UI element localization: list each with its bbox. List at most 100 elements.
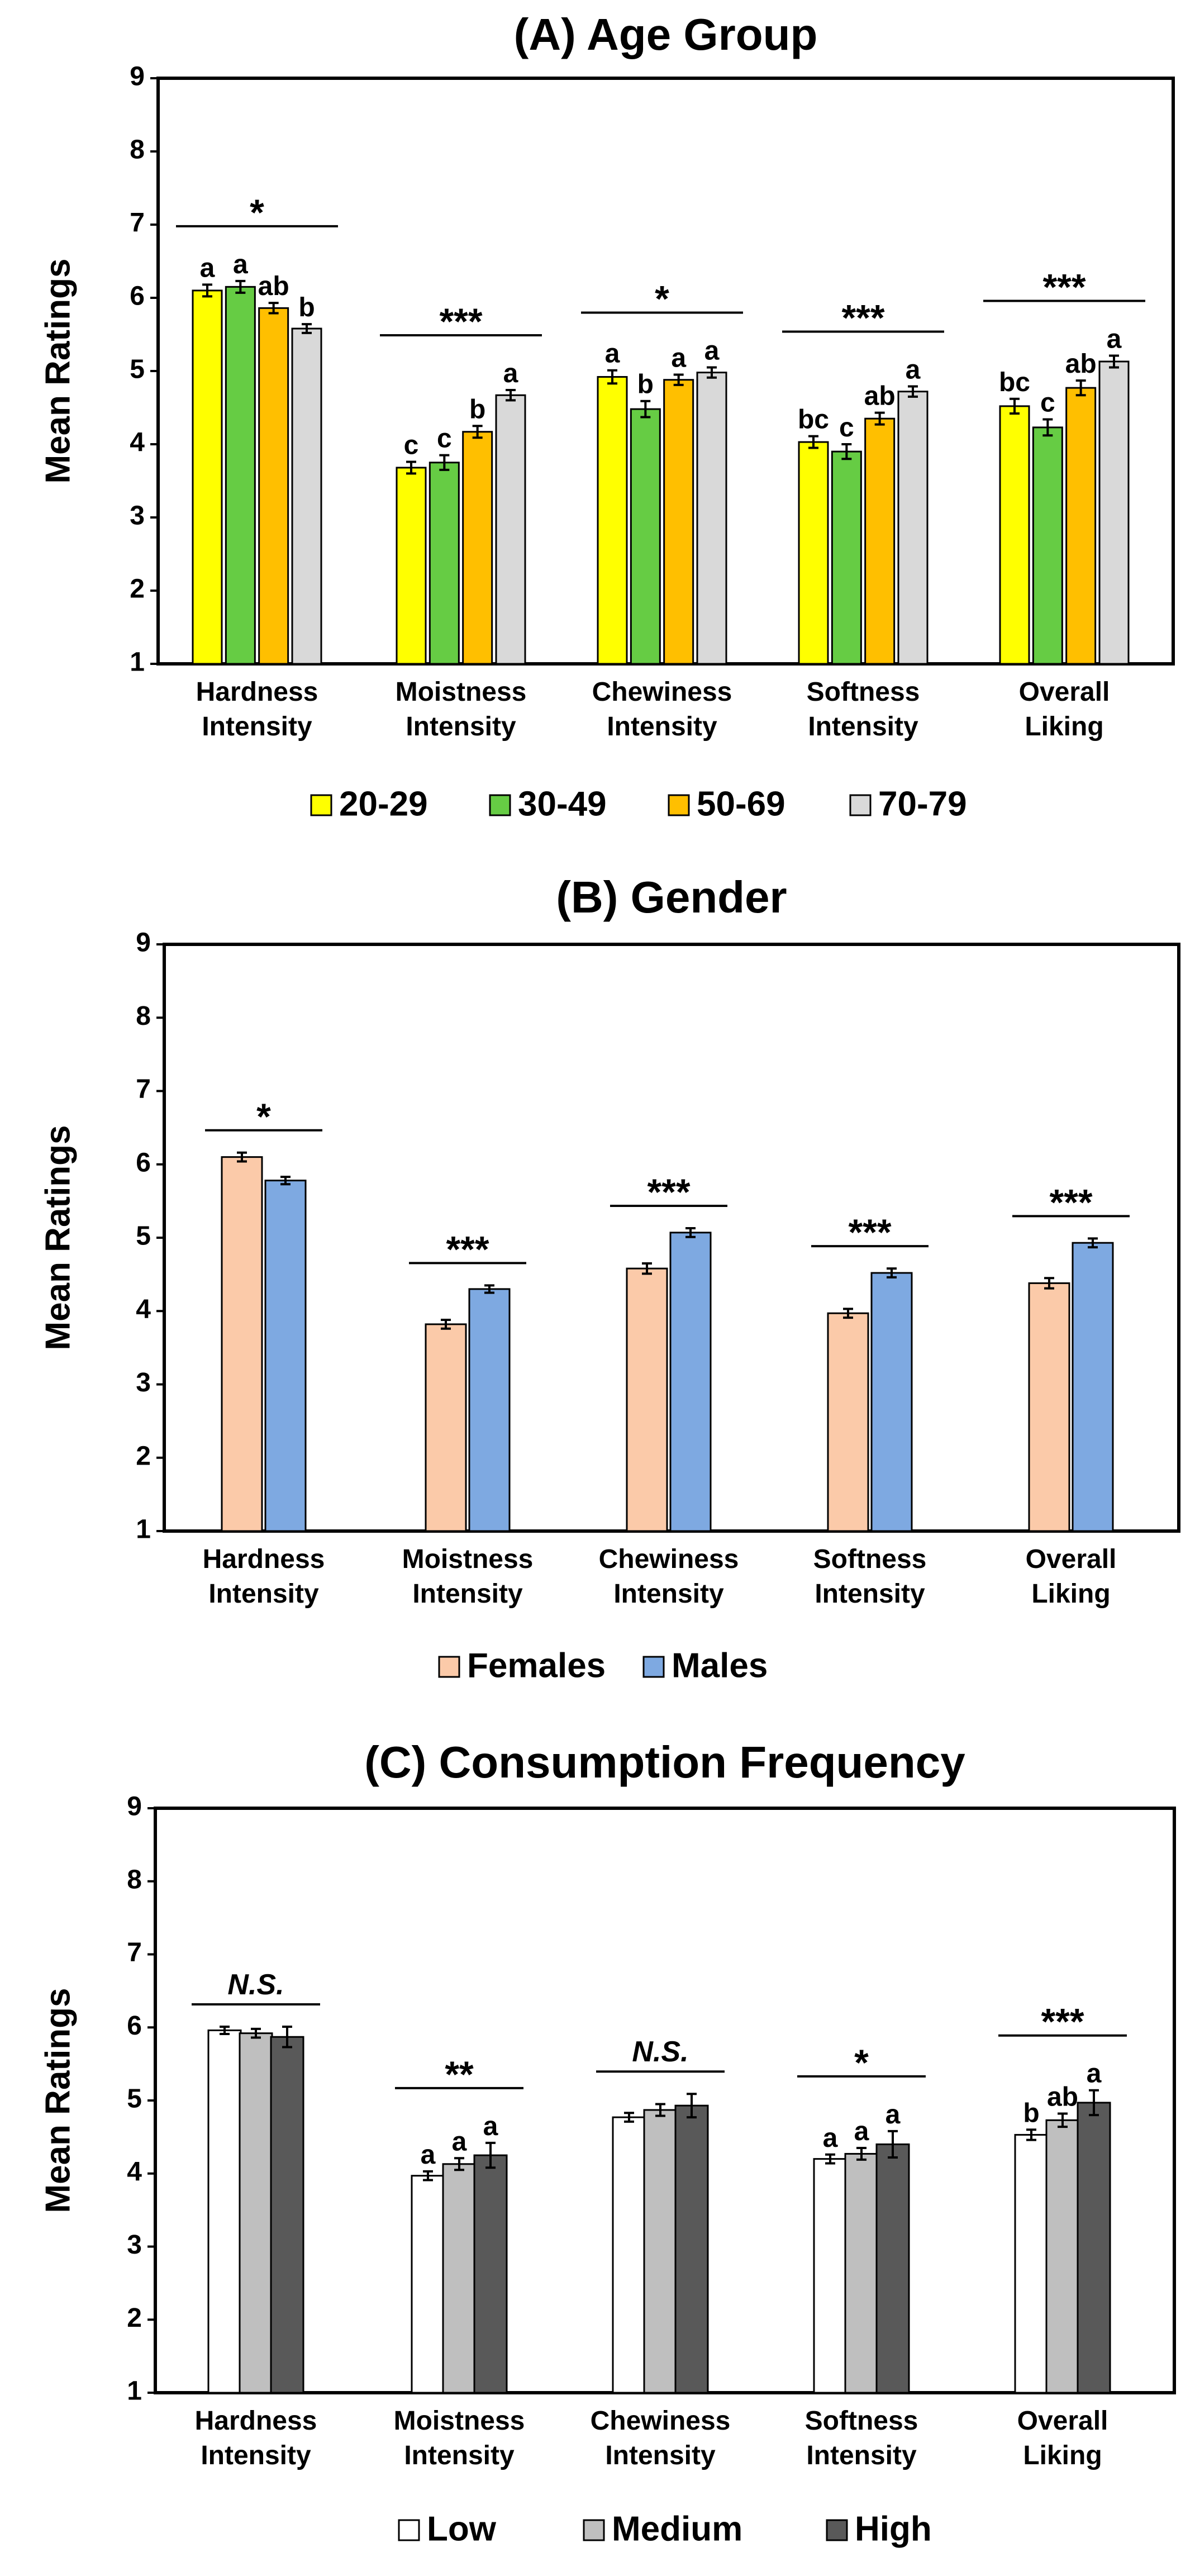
category-label-line: Moistness xyxy=(402,1544,534,1574)
bar xyxy=(411,2175,445,2394)
bar xyxy=(225,286,256,665)
significance-letter: ab xyxy=(864,382,896,411)
y-tick-label: 2 xyxy=(127,2303,142,2333)
bar xyxy=(630,408,661,665)
legend: Low Medium High xyxy=(398,2510,932,2548)
category-label: Chewiness Intensity xyxy=(592,677,732,742)
significance-marker: N.S. xyxy=(227,1969,284,2001)
y-tick-label: 5 xyxy=(130,355,145,384)
bar xyxy=(1065,387,1097,665)
significance-letter: a xyxy=(503,359,518,388)
bar xyxy=(192,289,223,665)
bar xyxy=(674,2104,709,2394)
y-tick-label: 8 xyxy=(136,1001,151,1031)
y-tick-label: 3 xyxy=(127,2230,142,2260)
legend-swatch xyxy=(489,794,511,816)
significance-letter: ab xyxy=(1047,2083,1078,2112)
y-tick-label: 4 xyxy=(130,428,145,458)
significance-marker: *** xyxy=(841,297,884,339)
y-tick-label: 3 xyxy=(130,501,145,531)
chart-title: (A) Age Group xyxy=(514,9,818,59)
significance-letter: c xyxy=(437,424,452,454)
significance-marker: ** xyxy=(445,2054,474,2095)
y-tick-label: 9 xyxy=(136,928,151,958)
bar xyxy=(597,376,628,665)
significance-marker: *** xyxy=(1042,266,1086,307)
bar xyxy=(612,2116,646,2394)
category-label-line: Intensity xyxy=(208,1579,319,1609)
category-label-line: Intensity xyxy=(815,1579,925,1609)
significance-letter: b xyxy=(298,293,315,322)
significance-letter: a xyxy=(671,344,686,373)
category-label-line: Intensity xyxy=(607,712,717,742)
significance-letter: a xyxy=(605,339,620,369)
significance-letter: ab xyxy=(1065,349,1097,379)
category-label-line: Overall xyxy=(1019,677,1110,707)
significance-letter: a xyxy=(452,2127,467,2156)
y-tick-label: 4 xyxy=(127,2157,142,2187)
category-label-line: Intensity xyxy=(406,712,516,742)
legend-swatch xyxy=(398,2519,420,2541)
legend-label: Low xyxy=(427,2510,497,2548)
y-axis-title: Mean Ratings xyxy=(39,1988,77,2213)
legend-swatch xyxy=(583,2519,605,2541)
significance-letter: a xyxy=(1107,324,1122,354)
category-label: Chewiness Intensity xyxy=(591,2406,731,2470)
category-label-line: Hardness xyxy=(203,1544,325,1574)
bar xyxy=(462,431,493,665)
category-label-line: Intensity xyxy=(404,2441,515,2470)
category-label: Hardness Intensity xyxy=(195,2406,317,2470)
y-tick-label: 8 xyxy=(130,135,145,165)
y-tick-label: 7 xyxy=(136,1075,151,1104)
significance-letter: ab xyxy=(258,272,289,301)
y-tick-label: 7 xyxy=(130,208,145,238)
category-label: Softness Intensity xyxy=(805,2406,918,2470)
bar xyxy=(864,417,896,665)
category-label-line: Chewiness xyxy=(599,1544,739,1574)
y-tick-label: 7 xyxy=(127,1938,142,1967)
bar xyxy=(663,379,694,665)
category-label-line: Chewiness xyxy=(592,677,732,707)
bar xyxy=(1045,2119,1080,2394)
bar xyxy=(798,441,829,665)
category-label: Overall Liking xyxy=(1017,2406,1108,2470)
legend-swatch xyxy=(826,2519,848,2541)
category-label: Moistness Intensity xyxy=(402,1544,534,1609)
significance-marker: * xyxy=(854,2042,869,2083)
bar xyxy=(221,1156,263,1532)
category-label: Moistness Intensity xyxy=(396,677,527,742)
significance-letter: a xyxy=(906,355,921,385)
significance-letter: b xyxy=(469,395,485,424)
y-tick-label: 6 xyxy=(127,2011,142,2041)
y-tick-label: 2 xyxy=(136,1441,151,1471)
bar xyxy=(696,372,727,665)
legend: 20-29 30-49 50-69 70-79 xyxy=(310,785,967,823)
significance-marker: *** xyxy=(1049,1181,1092,1223)
y-axis-title: Mean Ratings xyxy=(39,258,77,483)
significance-letter: a xyxy=(421,2140,436,2170)
significance-letter: a xyxy=(1087,2059,1102,2089)
significance-letter: a xyxy=(483,2112,498,2141)
category-label-line: Liking xyxy=(1031,1579,1110,1609)
bar xyxy=(1077,2102,1111,2394)
category-label-line: Intensity xyxy=(613,1579,724,1609)
y-tick-label: 1 xyxy=(127,2377,142,2406)
category-label-line: Intensity xyxy=(806,2441,917,2470)
legend-label: 70-79 xyxy=(878,785,967,823)
significance-letter: a xyxy=(200,253,215,283)
bar xyxy=(827,1312,869,1532)
bar xyxy=(425,1323,467,1532)
chart-title: (C) Consumption Frequency xyxy=(364,1737,965,1787)
category-label: Softness Intensity xyxy=(813,1544,927,1609)
category-label-line: Overall xyxy=(1017,2406,1108,2436)
category-label: Overall Liking xyxy=(1019,677,1110,742)
category-label-line: Hardness xyxy=(195,2406,317,2436)
bar xyxy=(1014,2133,1049,2394)
bar xyxy=(258,307,289,665)
bar xyxy=(897,391,929,665)
bar xyxy=(875,2143,910,2394)
category-label-line: Intensity xyxy=(808,712,918,742)
bar xyxy=(473,2154,508,2394)
category-label-line: Moistness xyxy=(396,677,527,707)
